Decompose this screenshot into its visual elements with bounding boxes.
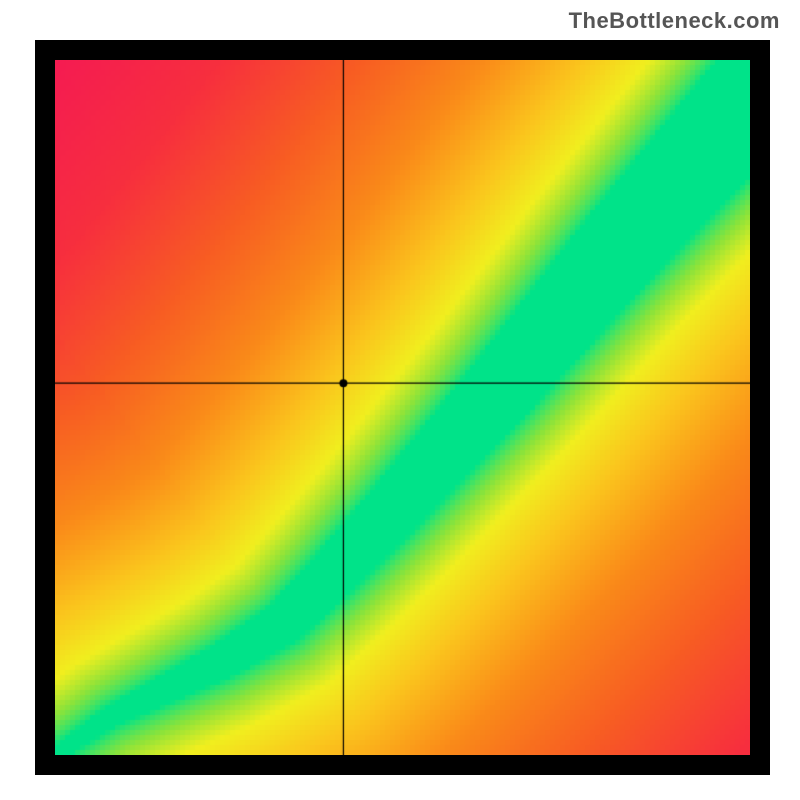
watermark-text: TheBottleneck.com [569,8,780,34]
heatmap-canvas [55,60,750,755]
chart-container: TheBottleneck.com [0,0,800,800]
chart-frame [35,40,770,775]
